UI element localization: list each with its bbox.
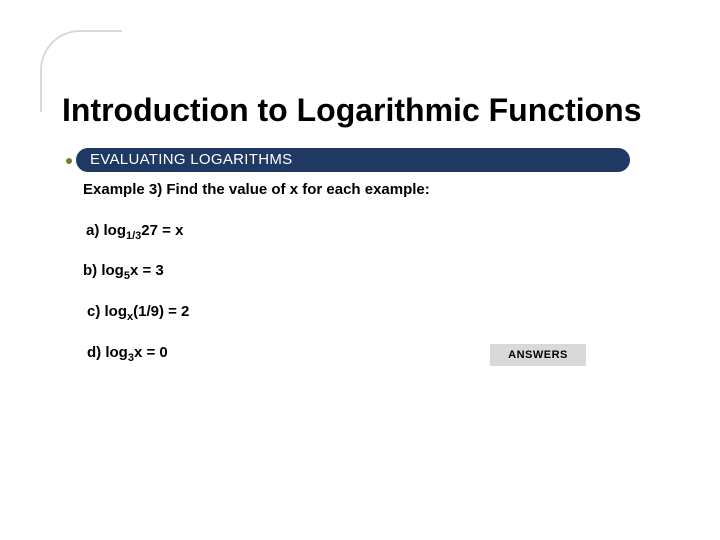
decor-dot	[66, 158, 72, 164]
page-title: Introduction to Logarithmic Functions	[62, 92, 690, 129]
item-c-prefix: c) log	[87, 303, 127, 320]
item-a-prefix: a) log	[86, 222, 126, 239]
item-c: c) logx(1/9) = 2	[87, 303, 189, 320]
item-b-rest: x = 3	[130, 262, 164, 279]
item-d: d) log3x = 0	[87, 344, 168, 361]
item-a-rest: 27 = x	[141, 222, 183, 239]
item-d-rest: x = 0	[134, 344, 168, 361]
item-a-sub: 1/3	[126, 230, 141, 242]
answers-button[interactable]: ANSWERS	[490, 344, 586, 366]
item-b-prefix: b) log	[83, 262, 124, 279]
example-prompt: Example 3) Find the value of x for each …	[83, 181, 430, 198]
item-d-prefix: d) log	[87, 344, 128, 361]
item-c-rest: (1/9) = 2	[133, 303, 189, 320]
slide: Introduction to Logarithmic Functions EV…	[0, 0, 720, 540]
item-a: a) log1/327 = x	[86, 222, 183, 239]
item-b: b) log5x = 3	[83, 262, 164, 279]
section-bar: EVALUATING LOGARITHMS	[76, 148, 630, 172]
